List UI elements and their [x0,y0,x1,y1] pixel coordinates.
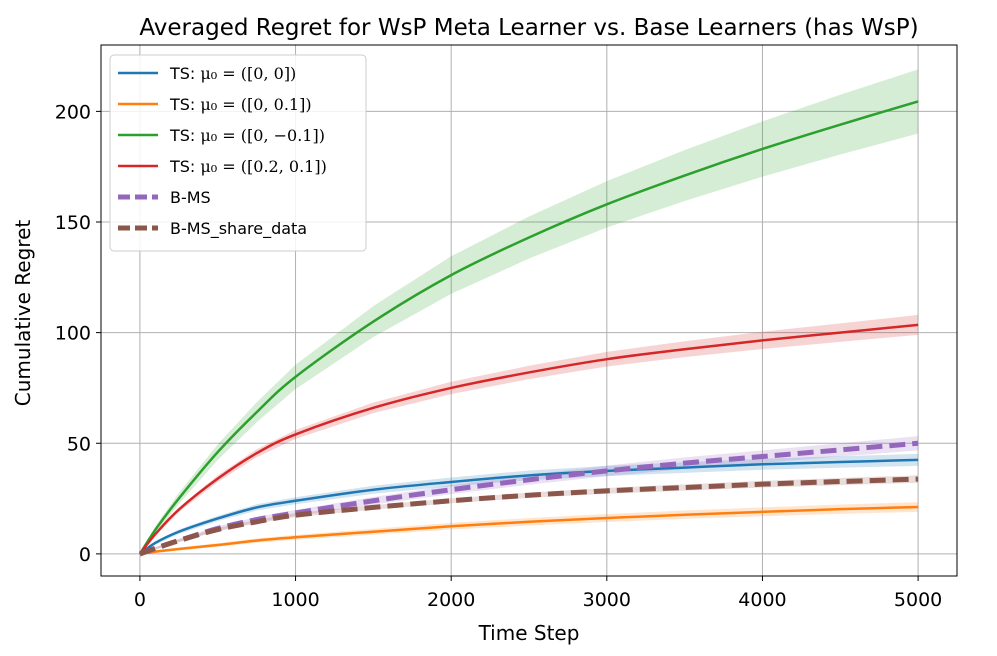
legend-label-3: TS: μ₀ = ([0.2, 0.1]) [169,157,327,176]
legend-label-math: μ₀ = ([0, 0]) [200,64,296,83]
legend-label-prefix: TS: [169,95,200,114]
y-tick-label: 100 [55,323,91,345]
x-tick-label: 4000 [738,589,786,611]
legend-label-4: B-MS [170,188,211,207]
legend-label-0: TS: μ₀ = ([0, 0]) [169,64,296,83]
legend-label-math: μ₀ = ([0, 0.1]) [200,95,311,114]
grid [101,45,957,576]
y-tick-label: 150 [55,212,91,234]
chart-title: Averaged Regret for WsP Meta Learner vs.… [139,15,918,41]
legend-label-math: μ₀ = ([0, −0.1]) [200,126,325,145]
legend-label-prefix: TS: [169,64,200,83]
x-tick-label: 2000 [427,589,475,611]
y-tick-label: 0 [79,544,91,566]
series-band-4 [139,436,919,555]
series-line-3 [138,323,919,555]
legend-label-1: TS: μ₀ = ([0, 0.1]) [169,95,312,114]
x-axis-label: Time Step [478,621,580,645]
y-axis-label: Cumulative Regret [11,220,35,407]
series-line-0 [139,458,919,555]
axis-ticks: 0 1000 2000 3000 4000 5000 0 50 100 150 200 [55,101,943,611]
legend-label-2: TS: μ₀ = ([0, −0.1]) [169,126,325,145]
x-tick-label: 3000 [583,589,631,611]
y-tick-label: 200 [55,101,91,123]
legend-label-prefix: TS: [169,126,200,145]
legend-label-math: μ₀ = ([0.2, 0.1]) [200,157,326,176]
series-line-1 [139,505,919,556]
plot-frame [100,44,958,577]
legend-box [109,54,367,252]
y-tick-label: 50 [67,433,91,455]
series-line-5 [139,476,919,557]
legend-label-5: B-MS_share_data [170,219,307,239]
series-lines [138,100,919,557]
legend: TS: μ₀ = ([0, 0])TS: μ₀ = ([0, 0.1])TS: … [109,54,367,252]
series-line-2 [138,100,919,555]
series-band-1 [139,502,919,555]
x-tick-label: 0 [134,589,146,611]
legend-label-prefix: TS: [169,157,200,176]
series-band-5 [139,475,919,555]
x-tick-label: 5000 [894,589,942,611]
series-band-2 [139,69,919,555]
x-tick-label: 1000 [271,589,319,611]
